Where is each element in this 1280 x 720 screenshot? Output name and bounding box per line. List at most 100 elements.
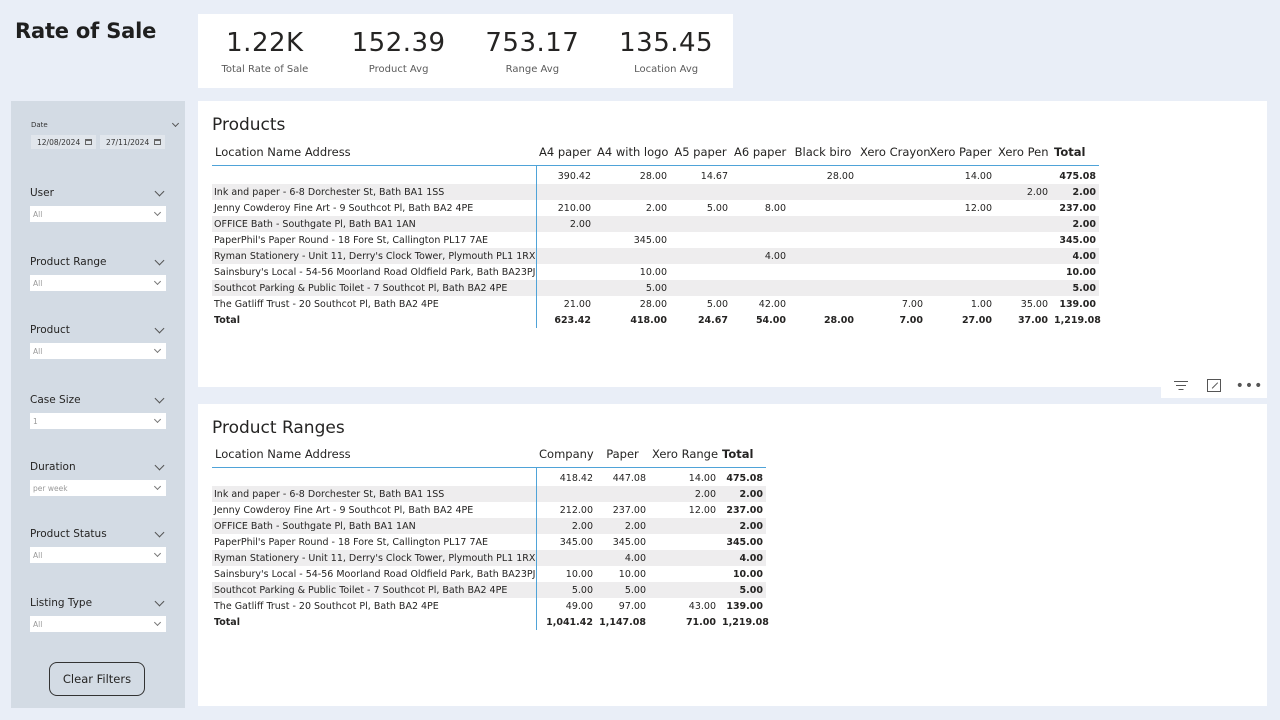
- table-cell: 210.00: [557, 202, 591, 214]
- chevron-down-icon: [153, 277, 162, 285]
- table-row[interactable]: PaperPhil's Paper Round - 18 Fore St, Ca…: [212, 534, 766, 550]
- table-cell: 1,041.42: [546, 616, 593, 628]
- table-row[interactable]: The Gatliff Trust - 20 Southcot Pl, Bath…: [212, 296, 1099, 312]
- column-header[interactable]: A4 paper: [536, 140, 594, 166]
- table-cell: [995, 216, 1051, 232]
- table-cell: [857, 216, 926, 232]
- row-header[interactable]: Location Name Address: [212, 140, 536, 166]
- table-cell: 28.00: [823, 314, 854, 326]
- case-size-dropdown[interactable]: 1: [30, 413, 166, 429]
- calendar-icon[interactable]: [154, 139, 161, 145]
- chevron-down-icon[interactable]: [154, 186, 165, 196]
- table-cell: 7.00: [899, 314, 923, 326]
- row-label: OFFICE Bath - Southgate Pl, Bath BA1 1AN: [212, 518, 537, 534]
- table-row[interactable]: OFFICE Bath - Southgate Pl, Bath BA1 1AN…: [212, 216, 1099, 232]
- chevron-down-icon: [153, 549, 162, 557]
- table-row[interactable]: Sainsbury's Local - 54-56 Moorland Road …: [212, 566, 766, 582]
- table-cell: 5.00: [706, 298, 728, 310]
- column-header[interactable]: A4 with logo: [594, 140, 670, 166]
- column-header[interactable]: Xero Range: [649, 442, 719, 468]
- column-header[interactable]: Company: [536, 442, 596, 468]
- table-cell: 97.00: [618, 600, 646, 612]
- filter-icon[interactable]: [1170, 377, 1192, 395]
- dropdown-value: per week: [33, 483, 68, 493]
- chevron-down-icon[interactable]: [154, 323, 165, 333]
- slicer-label: User: [30, 187, 54, 199]
- table-cell: [995, 264, 1051, 280]
- row-label: The Gatliff Trust - 20 Southcot Pl, Bath…: [212, 598, 537, 614]
- kpi-value: 135.45: [619, 28, 714, 58]
- table-cell: [995, 165, 1051, 184]
- listing-type-dropdown[interactable]: All: [30, 616, 166, 632]
- chevron-down-icon: [153, 415, 162, 423]
- table-cell: 447.08: [612, 472, 646, 484]
- product-status-dropdown[interactable]: All: [30, 547, 166, 563]
- row-label: Jenny Cowderoy Fine Art - 9 Southcot Pl,…: [212, 200, 537, 216]
- column-header[interactable]: Total: [719, 442, 766, 468]
- table-cell: [789, 296, 857, 312]
- duration-dropdown[interactable]: per week: [30, 480, 166, 496]
- table-row[interactable]: Ink and paper - 6-8 Dorchester St, Bath …: [212, 486, 766, 502]
- table-cell: 5.00: [1051, 280, 1099, 296]
- total-row[interactable]: Total 623.42 418.00 24.67 54.00 28.00 7.00 27.0…: [212, 312, 1101, 328]
- column-header[interactable]: Total: [1051, 140, 1099, 166]
- clear-filters-button[interactable]: Clear Filters: [49, 662, 145, 696]
- column-header[interactable]: A6 paper: [731, 140, 789, 166]
- table-cell: [926, 248, 995, 264]
- column-header[interactable]: Xero Pen: [995, 140, 1051, 166]
- table-cell: 1,219.08: [1054, 314, 1101, 326]
- table-cell: 14.00: [964, 170, 992, 182]
- chevron-down-icon[interactable]: [154, 255, 165, 265]
- column-header[interactable]: A5 paper: [670, 140, 731, 166]
- table-row[interactable]: Southcot Parking & Public Toilet - 7 Sou…: [212, 582, 766, 598]
- table-cell: [926, 264, 995, 280]
- slicer-label: Listing Type: [30, 597, 93, 609]
- row-label: Total: [212, 312, 537, 328]
- total-row[interactable]: Total 1,041.42 1,147.08 71.00 1,219.08: [212, 614, 769, 630]
- table-row[interactable]: Ink and paper - 6-8 Dorchester St, Bath …: [212, 184, 1099, 200]
- table-cell: 2.00: [596, 518, 649, 534]
- table-cell: [789, 248, 857, 264]
- row-header[interactable]: Location Name Address: [212, 442, 536, 468]
- table-row[interactable]: Jenny Cowderoy Fine Art - 9 Southcot Pl,…: [212, 200, 1099, 216]
- column-header[interactable]: Black biro: [789, 140, 857, 166]
- table-row[interactable]: 390.42 28.00 14.67 28.00 14.00 475.08: [212, 165, 1099, 184]
- user-dropdown[interactable]: All: [30, 206, 166, 222]
- chevron-down-icon[interactable]: [171, 119, 180, 127]
- chevron-down-icon[interactable]: [154, 460, 165, 470]
- product-dropdown[interactable]: All: [30, 343, 166, 359]
- column-header[interactable]: Xero Paper: [926, 140, 995, 166]
- kpi-range-avg: 753.17 Range Avg: [466, 14, 600, 88]
- table-cell: [789, 264, 857, 280]
- table-cell: 37.00: [1017, 314, 1048, 326]
- more-options-icon[interactable]: •••: [1235, 378, 1264, 394]
- table-row[interactable]: Sainsbury's Local - 54-56 Moorland Road …: [212, 264, 1099, 280]
- table-row[interactable]: The Gatliff Trust - 20 Southcot Pl, Bath…: [212, 598, 766, 614]
- focus-mode-icon[interactable]: [1203, 377, 1225, 395]
- chevron-down-icon[interactable]: [154, 393, 165, 403]
- date-start-input[interactable]: 12/08/2024: [31, 135, 96, 149]
- page-title: Rate of Sale: [15, 19, 157, 43]
- table-cell: 345.00: [1059, 234, 1096, 246]
- table-row[interactable]: Ryman Stationery - Unit 11, Derry's Cloc…: [212, 550, 766, 566]
- table-row[interactable]: Jenny Cowderoy Fine Art - 9 Southcot Pl,…: [212, 502, 766, 518]
- chevron-down-icon[interactable]: [154, 527, 165, 537]
- duration-slicer: Duration per week: [30, 460, 166, 496]
- table-row[interactable]: PaperPhil's Paper Round - 18 Fore St, Ca…: [212, 232, 1099, 248]
- table-cell: 21.00: [563, 298, 591, 310]
- table-row[interactable]: Southcot Parking & Public Toilet - 7 Sou…: [212, 280, 1099, 296]
- product-range-dropdown[interactable]: All: [30, 275, 166, 291]
- table-row[interactable]: OFFICE Bath - Southgate Pl, Bath BA1 1AN…: [212, 518, 766, 534]
- column-header[interactable]: Paper: [596, 442, 649, 468]
- calendar-icon[interactable]: [85, 139, 92, 145]
- date-end-input[interactable]: 27/11/2024: [100, 135, 165, 149]
- row-label: Sainsbury's Local - 54-56 Moorland Road …: [212, 264, 537, 280]
- chevron-down-icon[interactable]: [154, 596, 165, 606]
- table-cell: 28.00: [639, 298, 667, 310]
- table-row[interactable]: Ryman Stationery - Unit 11, Derry's Cloc…: [212, 248, 1099, 264]
- row-label: Ryman Stationery - Unit 11, Derry's Cloc…: [212, 550, 537, 566]
- table-row[interactable]: 418.42 447.08 14.00 475.08: [212, 467, 766, 486]
- header-row: Location Name Address Company Paper Xero Ra…: [212, 442, 766, 468]
- table-cell: [536, 264, 594, 280]
- column-header[interactable]: Xero Crayon: [857, 140, 931, 166]
